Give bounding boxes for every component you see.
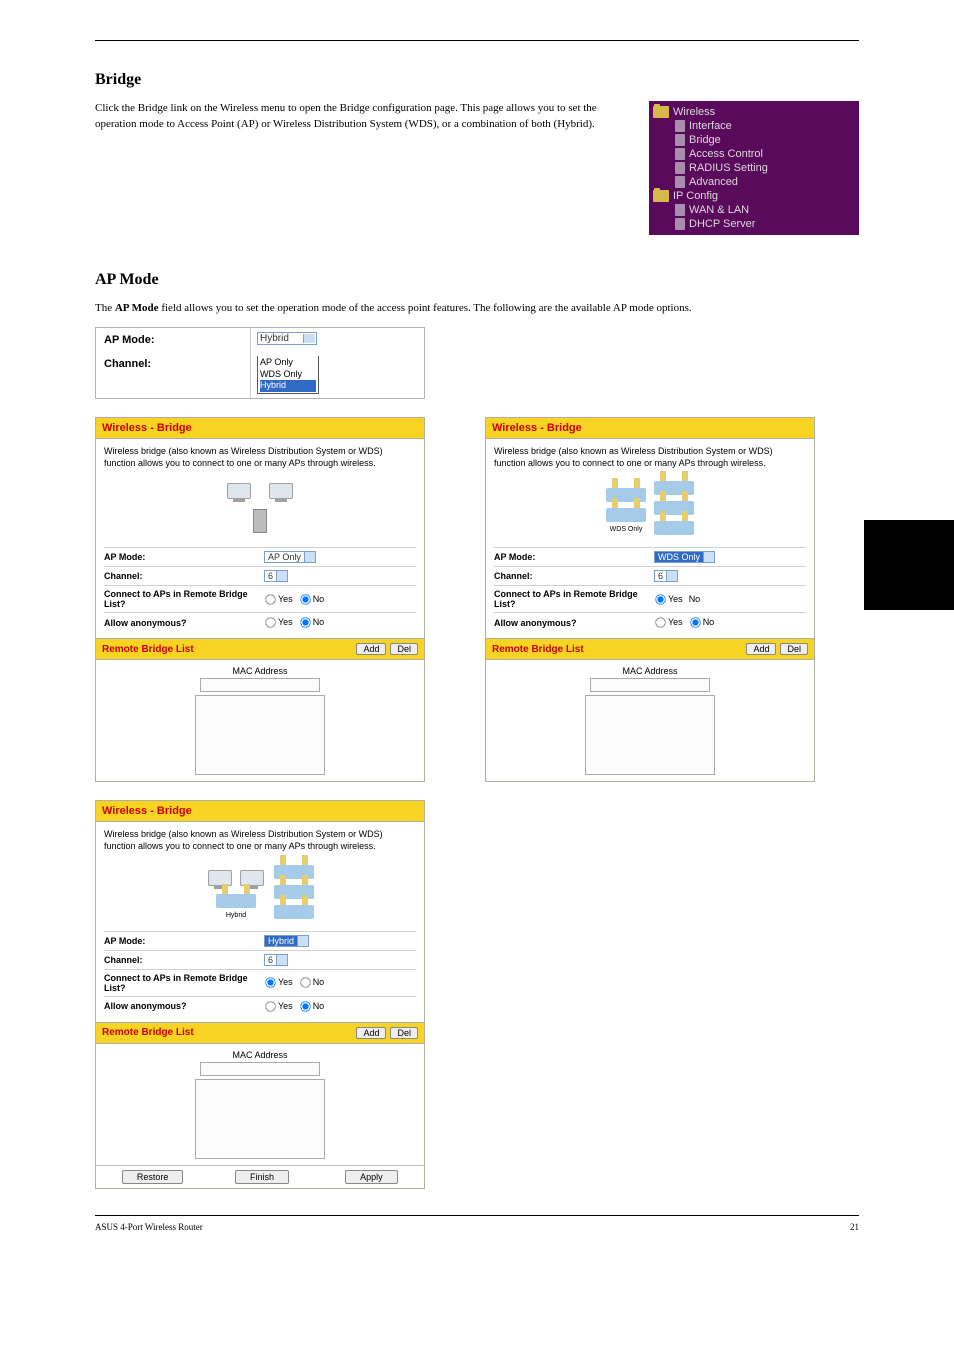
file-icon bbox=[675, 120, 685, 132]
add-button[interactable]: Add bbox=[356, 1027, 386, 1039]
remote-list-label: Remote Bridge List bbox=[102, 1027, 194, 1038]
file-icon bbox=[675, 176, 685, 188]
del-button[interactable]: Del bbox=[390, 643, 418, 655]
radio-allow-no[interactable]: No bbox=[689, 616, 715, 629]
add-button[interactable]: Add bbox=[746, 643, 776, 655]
file-icon bbox=[675, 162, 685, 174]
del-button[interactable]: Del bbox=[780, 643, 808, 655]
diagram-aponly bbox=[104, 475, 416, 547]
file-icon bbox=[675, 218, 685, 230]
mac-input[interactable] bbox=[590, 678, 710, 692]
radio-connect-no[interactable]: No bbox=[689, 594, 701, 604]
bridge-panel-wdsonly: Wireless - Bridge Wireless bridge (also … bbox=[485, 417, 815, 782]
remote-list-label: Remote Bridge List bbox=[102, 644, 194, 655]
nav-wanlan[interactable]: WAN & LAN bbox=[649, 203, 859, 217]
radio-connect-yes[interactable]: Yes bbox=[264, 976, 293, 989]
radio-allow-yes[interactable]: Yes bbox=[654, 616, 683, 629]
file-icon bbox=[675, 148, 685, 160]
mac-label: MAC Address bbox=[492, 666, 808, 676]
ap-mode-text: The AP Mode field allows you to set the … bbox=[95, 301, 859, 317]
dd-apmode[interactable]: WDS Only bbox=[654, 551, 715, 563]
nav-ipconfig[interactable]: IP Config bbox=[649, 189, 859, 203]
channel-label: Channel: bbox=[96, 352, 251, 398]
opt-wds-only[interactable]: WDS Only bbox=[260, 369, 316, 381]
left-nav-panel: Wireless Interface Bridge Access Control… bbox=[649, 101, 859, 235]
apply-button[interactable]: Apply bbox=[345, 1170, 398, 1184]
bridge-panel-aponly: Wireless - Bridge Wireless bridge (also … bbox=[95, 417, 425, 782]
diagram-hybrid: Hybrid bbox=[104, 859, 416, 931]
panel-desc: Wireless bridge (also known as Wireless … bbox=[104, 445, 416, 469]
add-button[interactable]: Add bbox=[356, 643, 386, 655]
finish-button[interactable]: Finish bbox=[235, 1170, 289, 1184]
mac-list[interactable] bbox=[195, 1079, 325, 1159]
footer-left: ASUS 4-Port Wireless Router bbox=[95, 1222, 203, 1232]
nav-bridge[interactable]: Bridge bbox=[649, 133, 859, 147]
panel-desc: Wireless bridge (also known as Wireless … bbox=[494, 445, 806, 469]
nav-radius[interactable]: RADIUS Setting bbox=[649, 161, 859, 175]
panel-title: Wireless - Bridge bbox=[96, 801, 424, 822]
dd-apmode[interactable]: AP Only bbox=[264, 551, 316, 563]
file-icon bbox=[675, 134, 685, 146]
chevron-down-icon bbox=[303, 334, 315, 343]
ap-mode-options[interactable]: AP Only WDS Only Hybrid bbox=[257, 356, 319, 394]
ap-mode-box: AP Mode: Hybrid Channel: AP Only WDS Onl… bbox=[95, 327, 425, 399]
mac-input[interactable] bbox=[200, 678, 320, 692]
mac-label: MAC Address bbox=[102, 1050, 418, 1060]
mac-list[interactable] bbox=[585, 695, 715, 775]
radio-allow-no[interactable]: No bbox=[299, 616, 325, 629]
mac-list[interactable] bbox=[195, 695, 325, 775]
footer-right: 21 bbox=[850, 1222, 859, 1232]
panel-footer: Restore Finish Apply bbox=[96, 1165, 424, 1188]
panel-title: Wireless - Bridge bbox=[486, 418, 814, 439]
nav-wireless[interactable]: Wireless bbox=[649, 105, 859, 119]
radio-allow-yes[interactable]: Yes bbox=[264, 1000, 293, 1013]
nav-advanced[interactable]: Advanced bbox=[649, 175, 859, 189]
ap-mode-heading: AP Mode bbox=[95, 271, 859, 289]
folder-icon bbox=[653, 190, 669, 202]
dd-channel[interactable]: 6 bbox=[264, 954, 288, 966]
bridge-heading: Bridge bbox=[95, 71, 859, 89]
panel-desc: Wireless bridge (also known as Wireless … bbox=[104, 828, 416, 852]
panel-title: Wireless - Bridge bbox=[96, 418, 424, 439]
opt-hybrid[interactable]: Hybrid bbox=[260, 380, 316, 392]
nav-dhcp[interactable]: DHCP Server bbox=[649, 217, 859, 231]
nav-interface[interactable]: Interface bbox=[649, 119, 859, 133]
mac-input[interactable] bbox=[200, 1062, 320, 1076]
restore-button[interactable]: Restore bbox=[122, 1170, 184, 1184]
bridge-panel-hybrid: Wireless - Bridge Wireless bridge (also … bbox=[95, 800, 425, 1188]
remote-list-label: Remote Bridge List bbox=[492, 644, 584, 655]
radio-connect-no[interactable]: No bbox=[299, 976, 325, 989]
ap-mode-dropdown[interactable]: Hybrid bbox=[257, 332, 317, 345]
radio-allow-no[interactable]: No bbox=[299, 1000, 325, 1013]
del-button[interactable]: Del bbox=[390, 1027, 418, 1039]
diagram-wdsonly: WDS Only bbox=[494, 475, 806, 547]
mac-label: MAC Address bbox=[102, 666, 418, 676]
ap-mode-label: AP Mode: bbox=[96, 328, 251, 352]
dd-channel[interactable]: 6 bbox=[264, 570, 288, 582]
radio-allow-yes[interactable]: Yes bbox=[264, 616, 293, 629]
dd-apmode[interactable]: Hybrid bbox=[264, 935, 309, 947]
file-icon bbox=[675, 204, 685, 216]
nav-access-control[interactable]: Access Control bbox=[649, 147, 859, 161]
radio-connect-no[interactable]: No bbox=[299, 593, 325, 606]
opt-ap-only[interactable]: AP Only bbox=[260, 357, 316, 369]
dd-channel[interactable]: 6 bbox=[654, 570, 678, 582]
folder-icon bbox=[653, 106, 669, 118]
radio-connect-yes[interactable]: Yes bbox=[654, 593, 683, 606]
radio-connect-yes[interactable]: Yes bbox=[264, 593, 293, 606]
chapter-tab bbox=[864, 520, 954, 610]
